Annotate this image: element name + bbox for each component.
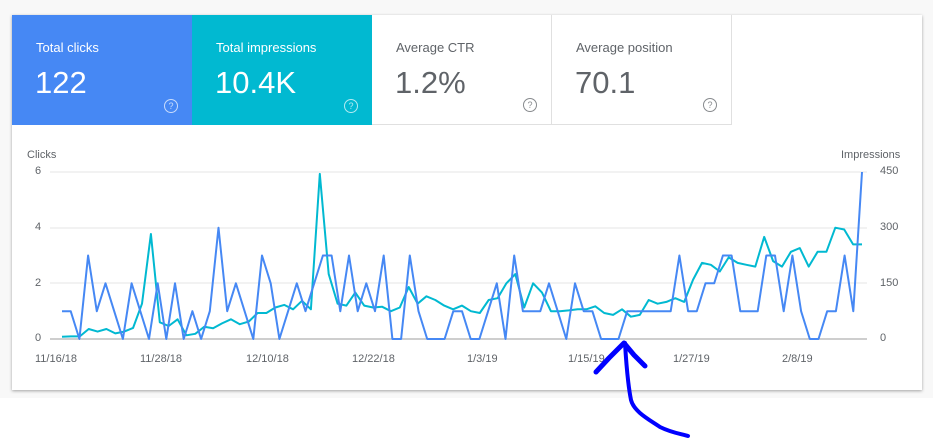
y-axis-title-right: Impressions <box>841 149 901 161</box>
help-icon[interactable]: ? <box>523 98 537 112</box>
y-tick-right: 450 <box>880 165 899 177</box>
x-tick: 12/22/18 <box>352 353 395 365</box>
performance-card: Total clicks 122 ? Total impressions 10.… <box>12 15 922 390</box>
help-icon[interactable]: ? <box>164 99 178 113</box>
arrow-head-icon <box>593 340 648 375</box>
help-icon[interactable]: ? <box>703 98 717 112</box>
y-tick-left: 2 <box>35 277 42 289</box>
x-tick: 2/8/19 <box>782 353 813 365</box>
impressions-series-line <box>61 172 862 338</box>
metric-label: Average position <box>576 40 673 55</box>
y-tick-right: 300 <box>880 221 899 233</box>
y-tick-left: 6 <box>35 165 42 177</box>
x-tick: 1/15/19 <box>568 353 605 365</box>
metric-label: Average CTR <box>396 40 475 55</box>
performance-chart[interactable]: Clicks Impressions 6 4 2 0 450 300 150 0… <box>12 15 922 390</box>
metric-value: 10.4K <box>215 65 297 100</box>
arrow-shaft <box>623 341 690 438</box>
x-tick: 11/16/18 <box>35 353 78 365</box>
y-axis-title-left: Clicks <box>27 149 57 161</box>
x-tick: 1/3/19 <box>467 353 498 365</box>
metric-tiles: Total clicks 122 ? Total impressions 10.… <box>12 15 732 125</box>
y-tick-right: 150 <box>880 277 899 289</box>
y-tick-right: 0 <box>880 332 887 344</box>
metric-value: 70.1 <box>575 65 636 100</box>
x-tick: 1/27/19 <box>673 353 710 365</box>
metric-label: Total clicks <box>36 40 99 55</box>
x-tick: 12/10/18 <box>246 353 289 365</box>
metric-total-clicks[interactable]: Total clicks 122 ? <box>12 15 192 125</box>
chart-plot-area <box>50 171 867 340</box>
metric-average-position[interactable]: Average position 70.1 ? <box>552 15 732 125</box>
metric-total-impressions[interactable]: Total impressions 10.4K ? <box>192 15 372 125</box>
metric-value: 1.2% <box>395 65 466 100</box>
help-icon[interactable]: ? <box>344 99 358 113</box>
y-tick-left: 0 <box>35 332 42 344</box>
gridlines <box>50 171 867 340</box>
metric-label: Total impressions <box>216 40 317 55</box>
clicks-series-line <box>62 171 863 340</box>
metric-average-ctr[interactable]: Average CTR 1.2% ? <box>372 15 552 125</box>
x-tick: 11/28/18 <box>140 353 183 365</box>
metric-value: 122 <box>35 65 87 100</box>
y-tick-left: 4 <box>35 221 42 233</box>
